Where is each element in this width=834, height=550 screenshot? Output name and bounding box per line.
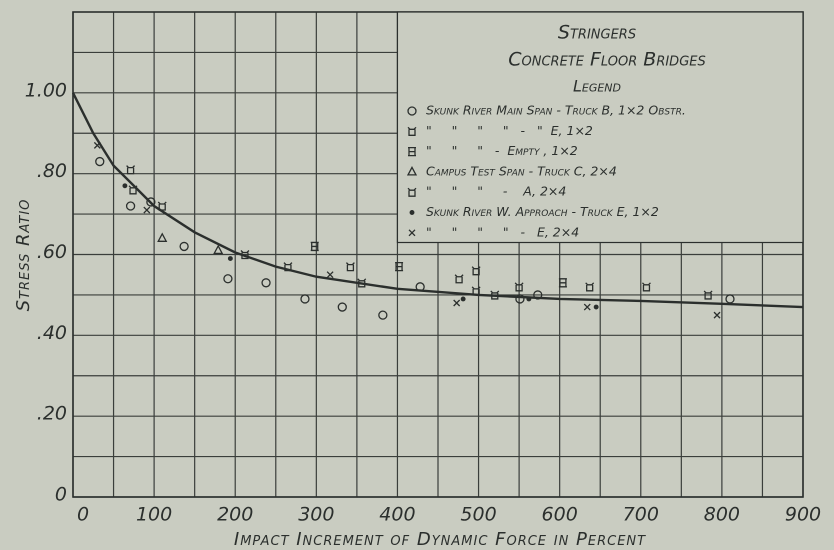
x-axis-label: Impact Increment of Dynamic Force in Per…: [234, 529, 646, 550]
marker-dot: [122, 183, 128, 189]
fit-curve: [71, 92, 804, 309]
marker-circle: [407, 106, 417, 116]
x-tick-label: 500: [460, 504, 496, 526]
x-tick-label: 900: [785, 504, 821, 526]
marker-circle: [725, 294, 735, 304]
marker-dot: [593, 304, 599, 310]
chart-title: Stringers: [558, 22, 636, 44]
chart-subtitle: Concrete Floor Bridges: [508, 49, 706, 71]
marker-square: [357, 278, 367, 288]
marker-square: [407, 187, 417, 197]
y-tick-label: .20: [37, 403, 67, 425]
legend-label: " " " " - E, 2×4: [426, 224, 579, 239]
marker-triangle: [157, 232, 168, 242]
marker-circle: [95, 156, 105, 167]
marker-square: [641, 282, 651, 292]
x-tick-label: 0: [77, 504, 89, 526]
marker-circle: [261, 278, 271, 288]
marker-square: [585, 282, 595, 292]
marker-dot: [460, 296, 466, 302]
marker-triangle: [406, 166, 418, 176]
marker-circle: [223, 274, 233, 284]
legend-label: Campus Test Span - Truck C, 2×4: [426, 163, 617, 178]
marker-square: [157, 201, 167, 211]
marker-x: [408, 229, 416, 237]
marker-square-x: [408, 146, 416, 157]
x-tick-label: 200: [217, 504, 253, 526]
marker-x: [583, 303, 591, 311]
y-tick-label: .60: [37, 241, 67, 263]
legend-label: Skunk River Main Span - Truck B, 1×2 Obs…: [426, 103, 686, 118]
marker-x: [93, 141, 101, 149]
marker-circle: [337, 302, 347, 312]
marker-square: [128, 185, 138, 195]
marker-dot: [526, 296, 532, 302]
marker-circle: [179, 241, 189, 252]
marker-circle: [146, 197, 156, 207]
marker-circle: [300, 294, 310, 304]
y-tick-label: .40: [37, 322, 67, 344]
marker-square: [407, 126, 417, 136]
legend-label: " " " - Empty , 1×2: [426, 143, 578, 158]
marker-square: [283, 262, 293, 272]
marker-circle: [515, 294, 525, 304]
marker-square: [454, 274, 464, 284]
y-tick-label: .80: [37, 160, 67, 182]
x-tick-label: 800: [704, 504, 740, 526]
marks: [71, 92, 804, 320]
y-axis-label: Stress Ratio: [13, 199, 34, 312]
y-tick-label: 0: [55, 484, 67, 506]
legend-label: " " " " - " E, 1×2: [426, 123, 593, 138]
y-tick-label: 1.00: [25, 79, 67, 101]
marker-circle: [125, 201, 136, 211]
marker-dot: [227, 256, 233, 261]
x-tick-label: 600: [542, 504, 578, 526]
legend-label: " " " - A, 2×4: [426, 184, 566, 199]
marker-circle: [533, 290, 543, 300]
marker-x: [326, 271, 334, 279]
marker-square: [471, 266, 481, 276]
marker-square: [490, 290, 500, 300]
marker-square: [471, 286, 481, 296]
marker-square-x: [310, 241, 319, 252]
marker-triangle: [213, 244, 224, 255]
marker-square: [514, 282, 524, 292]
marker-x: [713, 311, 721, 319]
marker-square-x: [395, 261, 404, 272]
x-tick-label: 400: [379, 504, 415, 526]
legend-title: Legend: [573, 77, 621, 96]
marker-x: [143, 206, 151, 214]
marker-square: [345, 262, 355, 272]
legend-label: Skunk River W. Approach - Truck E, 1×2: [426, 204, 659, 219]
x-tick-label: 700: [623, 504, 659, 526]
marker-square: [240, 250, 250, 260]
legend-box: [396, 11, 804, 244]
x-tick-label: 300: [298, 504, 334, 526]
marker-square: [126, 165, 136, 175]
marker-circle: [378, 310, 388, 320]
marker-square-x: [558, 278, 567, 288]
marker-circle: [415, 282, 425, 292]
marker-square: [703, 290, 713, 300]
x-tick-label: 100: [136, 504, 172, 526]
marker-x: [453, 299, 461, 307]
marker-dot: [409, 210, 415, 215]
